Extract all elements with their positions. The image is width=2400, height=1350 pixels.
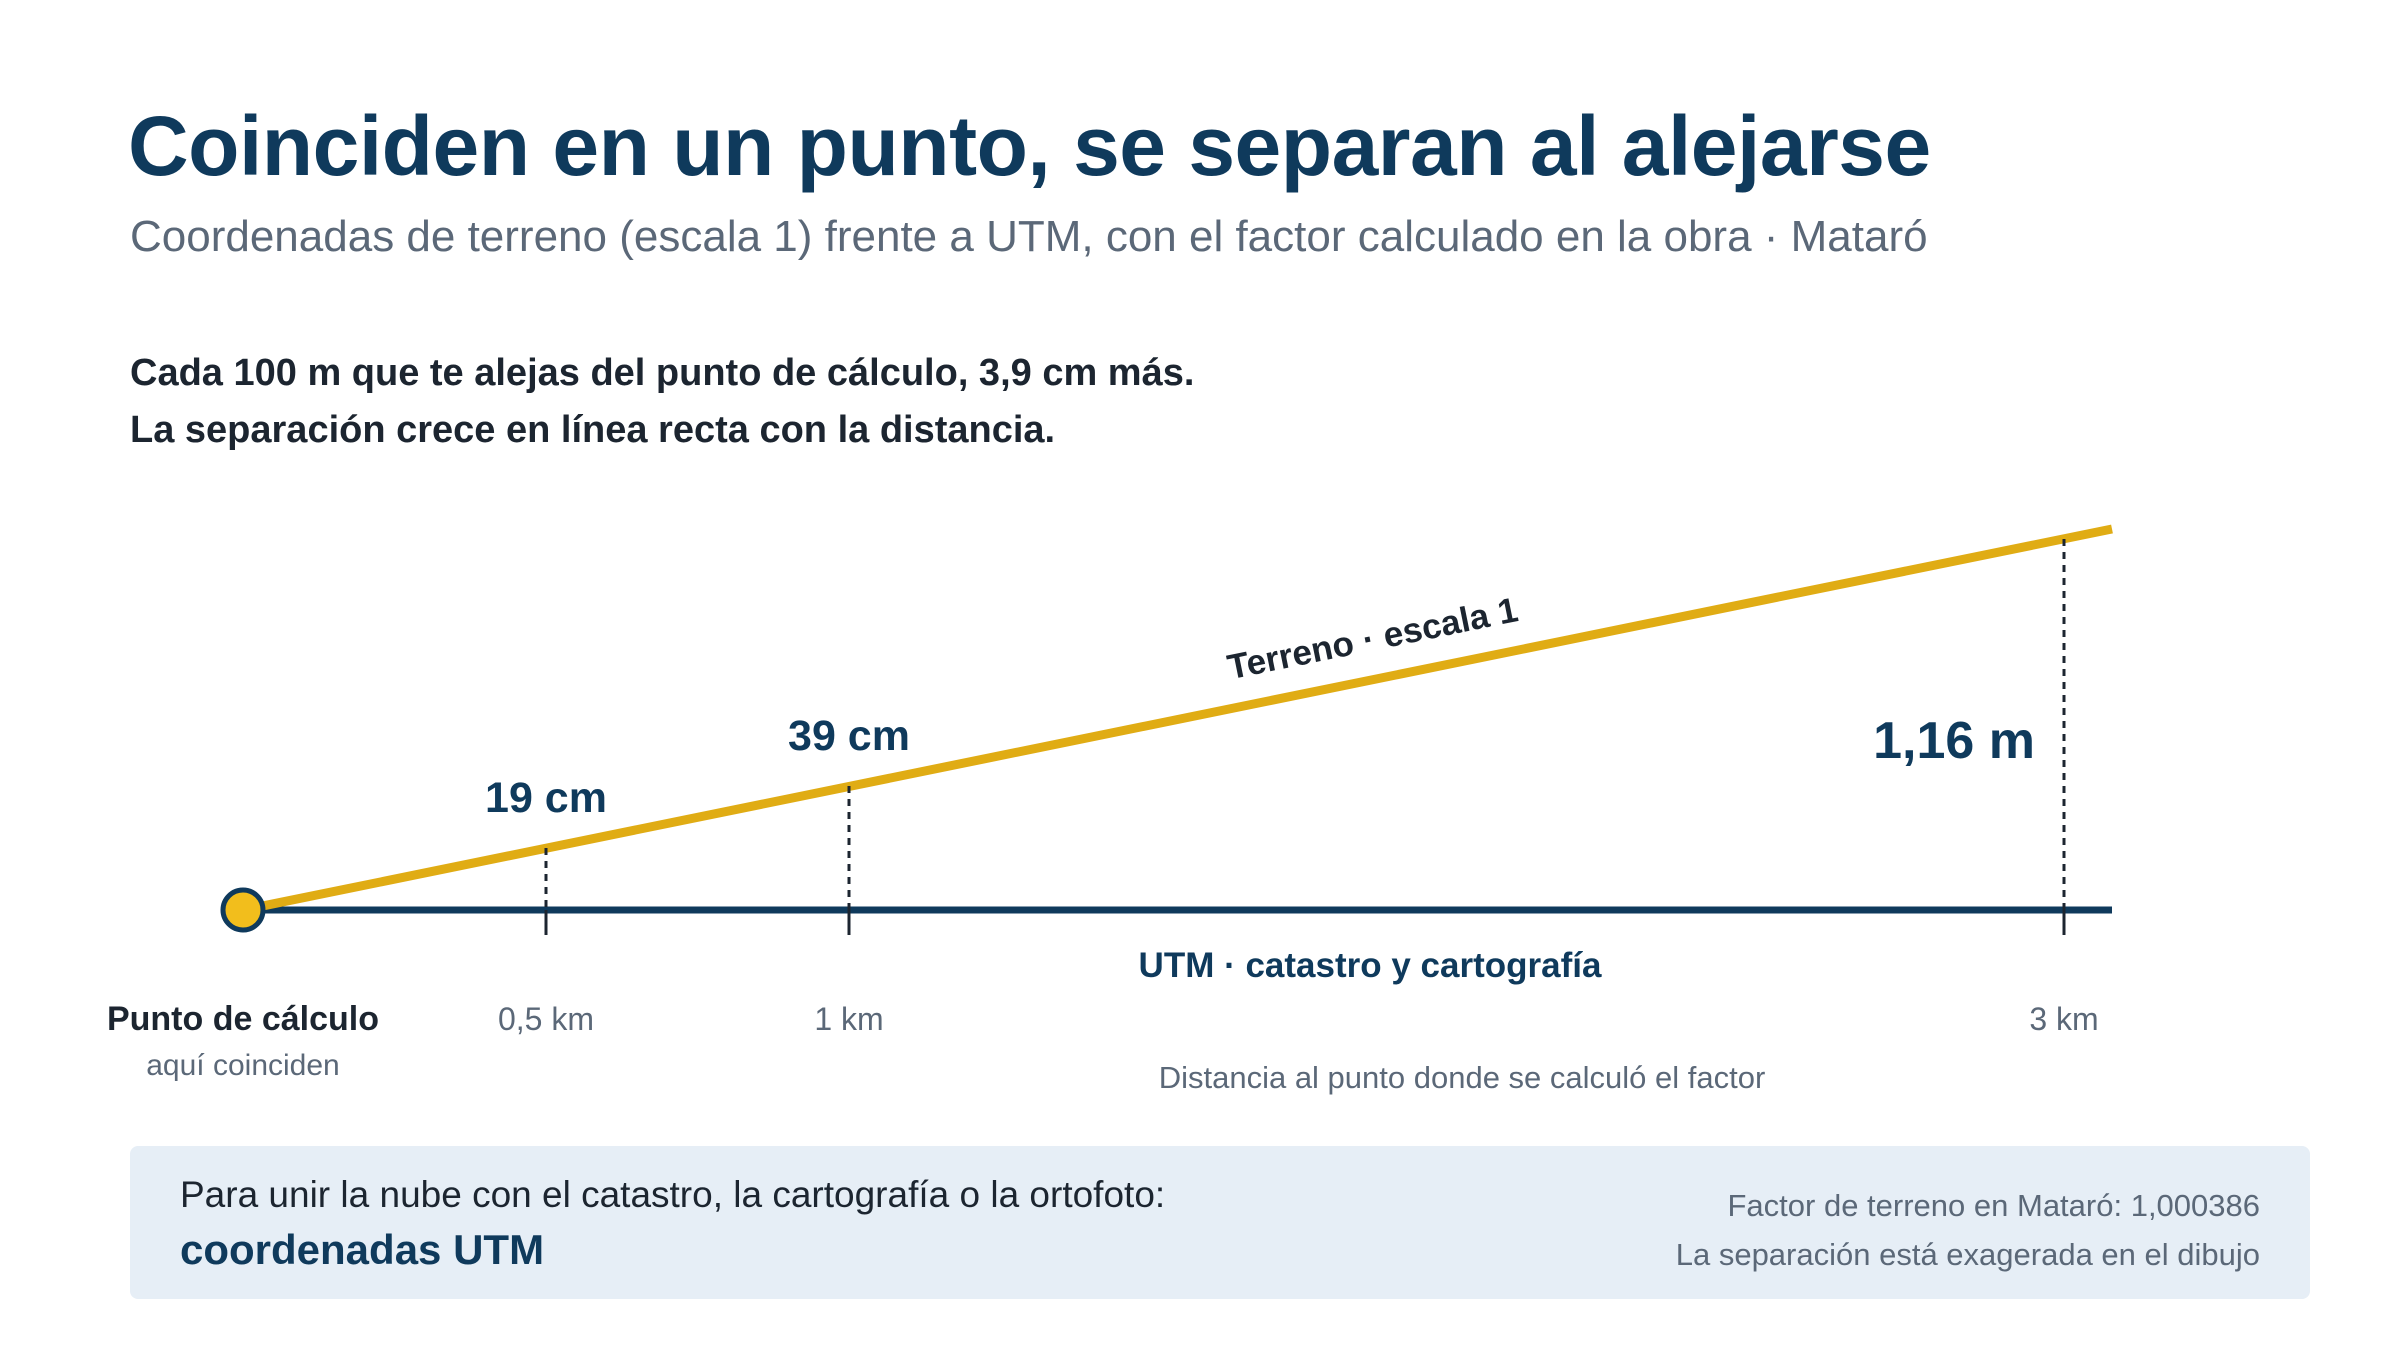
utm-line-label: UTM · catastro y cartografía <box>1139 946 1602 985</box>
origin-point <box>220 887 266 933</box>
lead-line-2: La separación crece en línea recta con l… <box>130 409 1056 451</box>
terrain-line-label: Terreno · escala 1 <box>1224 590 1521 687</box>
page-subtitle: Coordenadas de terreno (escala 1) frente… <box>130 212 1928 261</box>
separation-label-1km: 39 cm <box>788 712 910 760</box>
conclusion-text: Para unir la nube con el catastro, la ca… <box>180 1174 1165 1274</box>
distance-label-3km: 3 km <box>2029 1001 2098 1037</box>
conclusion-line: Para unir la nube con el catastro, la ca… <box>180 1174 1166 1215</box>
origin-label: Punto de cálculo <box>107 1000 379 1038</box>
separation-label-3km: 1,16 m <box>1873 712 2035 770</box>
separation-label-0-5km: 19 cm <box>485 774 607 822</box>
footer-notes: Factor de terreno en Mataró: 1,000386 La… <box>1676 1181 2260 1279</box>
distance-label-0-5km: 0,5 km <box>498 1001 594 1037</box>
axis-caption: Distancia al punto donde se calculó el f… <box>1159 1060 1766 1095</box>
factor-note: Factor de terreno en Mataró: 1,000386 <box>1727 1188 2261 1223</box>
exaggeration-note: La separación está exagerada en el dibuj… <box>1675 1237 2260 1272</box>
page-title: Coinciden en un punto, se separan al ale… <box>128 99 1931 193</box>
distance-label-1km: 1 km <box>814 1001 883 1037</box>
conclusion-box: Para unir la nube con el catastro, la ca… <box>130 1146 2310 1299</box>
lead-line-1: Cada 100 m que te alejas del punto de cá… <box>130 352 1195 394</box>
terrain-line <box>242 524 2113 915</box>
lead-text: Cada 100 m que te alejas del punto de cá… <box>130 345 1194 459</box>
conclusion-highlight: coordenadas UTM <box>180 1226 545 1273</box>
origin-sublabel: aquí coinciden <box>146 1049 339 1082</box>
